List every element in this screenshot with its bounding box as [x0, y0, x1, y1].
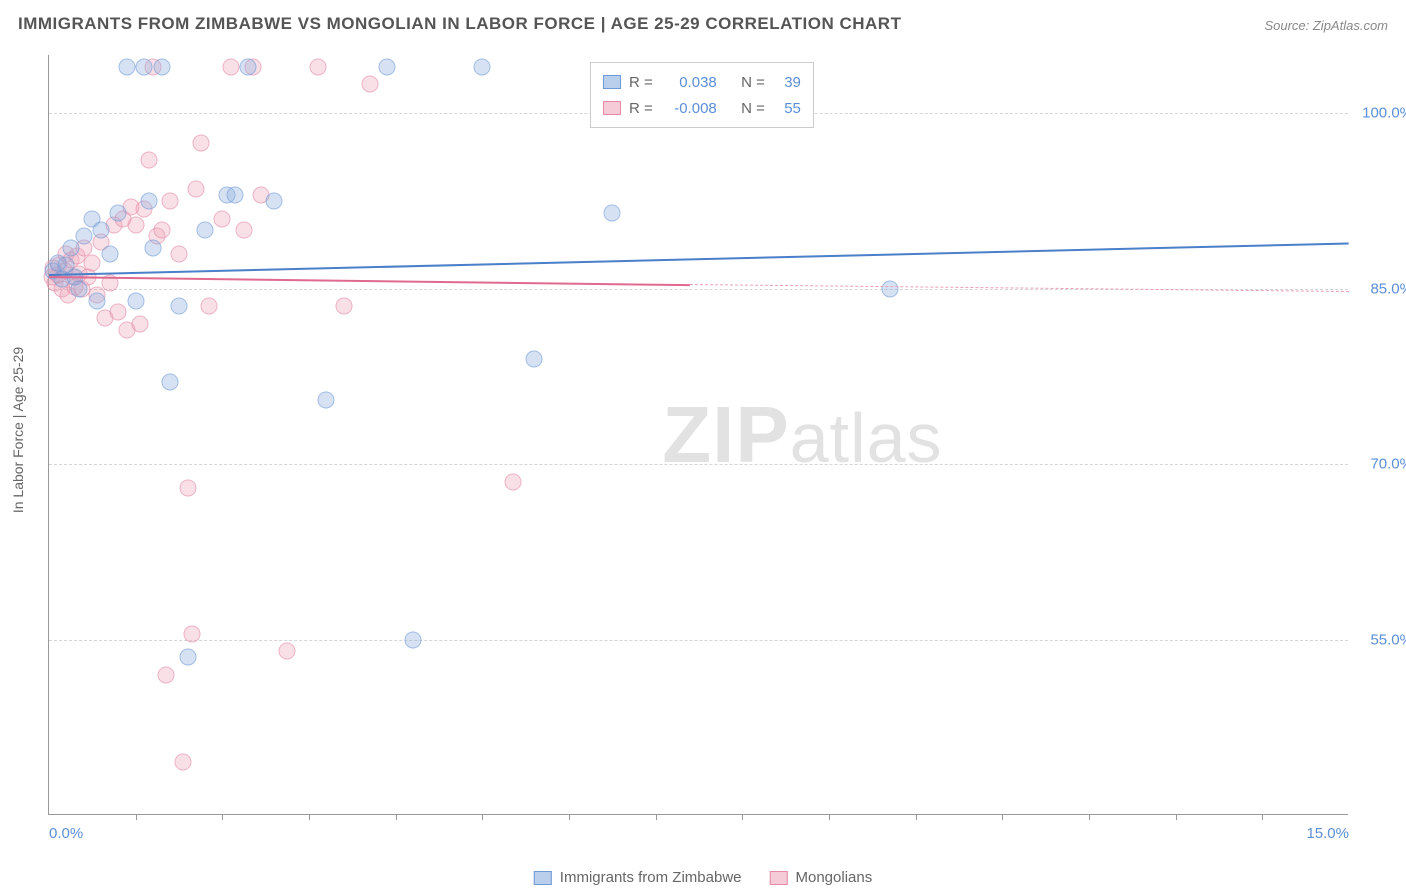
y-tick-label: 85.0% [1370, 280, 1406, 297]
x-tick-mark [222, 814, 223, 820]
bottom-label-2: Mongolians [796, 869, 873, 886]
blue-scatter-point [162, 374, 179, 391]
stats-legend-row-1: R = 0.038 N = 39 [603, 69, 801, 95]
pink-scatter-point [110, 304, 127, 321]
pink-scatter-point [504, 473, 521, 490]
series2-r-value: -0.008 [661, 100, 717, 117]
blue-scatter-point [88, 292, 105, 309]
bottom-legend-item-1: Immigrants from Zimbabwe [534, 869, 742, 886]
watermark: ZIPatlas [662, 389, 942, 481]
blue-scatter-point [171, 298, 188, 315]
y-tick-label: 70.0% [1370, 456, 1406, 473]
legend-swatch-pink [603, 101, 621, 115]
source-attribution: Source: ZipAtlas.com [1264, 18, 1388, 33]
pink-scatter-point [127, 216, 144, 233]
series2-r-label: R = [629, 100, 653, 117]
blue-scatter-point [101, 245, 118, 262]
x-tick-label: 15.0% [1306, 825, 1349, 842]
x-tick-mark [569, 814, 570, 820]
blue-scatter-point [136, 58, 153, 75]
x-tick-mark [1089, 814, 1090, 820]
pink-scatter-point [184, 625, 201, 642]
blue-scatter-point [227, 187, 244, 204]
blue-scatter-point [266, 193, 283, 210]
pink-scatter-point [309, 58, 326, 75]
blue-scatter-point [881, 280, 898, 297]
blue-scatter-point [93, 222, 110, 239]
gridline [49, 640, 1348, 641]
chart-title: IMMIGRANTS FROM ZIMBABWE VS MONGOLIAN IN… [18, 14, 901, 34]
pink-scatter-point [132, 315, 149, 332]
blue-scatter-point [405, 631, 422, 648]
bottom-swatch-pink [770, 871, 788, 885]
bottom-legend: Immigrants from Zimbabwe Mongolians [534, 869, 872, 886]
pink-scatter-point [179, 479, 196, 496]
x-tick-mark [742, 814, 743, 820]
bottom-label-1: Immigrants from Zimbabwe [560, 869, 742, 886]
x-tick-mark [829, 814, 830, 820]
pink-scatter-point [140, 152, 157, 169]
pink-scatter-point [175, 754, 192, 771]
bottom-swatch-blue [534, 871, 552, 885]
trend-line [49, 276, 690, 286]
series1-r-value: 0.038 [661, 74, 717, 91]
trend-line [49, 242, 1349, 276]
blue-scatter-point [145, 239, 162, 256]
blue-scatter-point [119, 58, 136, 75]
blue-scatter-point [379, 58, 396, 75]
pink-scatter-point [153, 222, 170, 239]
pink-scatter-point [361, 76, 378, 93]
pink-scatter-point [279, 643, 296, 660]
blue-scatter-point [474, 58, 491, 75]
x-tick-mark [656, 814, 657, 820]
stats-legend-row-2: R = -0.008 N = 55 [603, 95, 801, 121]
x-tick-mark [1176, 814, 1177, 820]
series1-r-label: R = [629, 74, 653, 91]
legend-swatch-blue [603, 75, 621, 89]
series1-n-label: N = [741, 74, 765, 91]
x-tick-mark [482, 814, 483, 820]
pink-scatter-point [223, 58, 240, 75]
blue-scatter-point [140, 193, 157, 210]
pink-scatter-point [162, 193, 179, 210]
plot-area: ZIPatlas 55.0%70.0%85.0%100.0%0.0%15.0% [48, 55, 1348, 815]
y-tick-label: 55.0% [1370, 631, 1406, 648]
x-tick-label: 0.0% [49, 825, 83, 842]
pink-scatter-point [158, 666, 175, 683]
blue-scatter-point [318, 391, 335, 408]
y-axis-label: In Labor Force | Age 25-29 [10, 347, 26, 513]
y-tick-label: 100.0% [1362, 105, 1406, 122]
pink-scatter-point [188, 181, 205, 198]
series2-n-value: 55 [773, 100, 801, 117]
pink-scatter-point [192, 134, 209, 151]
blue-scatter-point [240, 58, 257, 75]
x-tick-mark [309, 814, 310, 820]
pink-scatter-point [335, 298, 352, 315]
x-tick-mark [916, 814, 917, 820]
pink-scatter-point [236, 222, 253, 239]
pink-scatter-point [84, 255, 101, 272]
bottom-legend-item-2: Mongolians [770, 869, 873, 886]
gridline [49, 464, 1348, 465]
blue-scatter-point [127, 292, 144, 309]
blue-scatter-point [179, 649, 196, 666]
series2-n-label: N = [741, 100, 765, 117]
blue-scatter-point [71, 280, 88, 297]
pink-scatter-point [201, 298, 218, 315]
blue-scatter-point [110, 204, 127, 221]
pink-scatter-point [171, 245, 188, 262]
stats-legend: R = 0.038 N = 39 R = -0.008 N = 55 [590, 62, 814, 128]
x-tick-mark [136, 814, 137, 820]
pink-scatter-point [214, 210, 231, 227]
x-tick-mark [396, 814, 397, 820]
blue-scatter-point [197, 222, 214, 239]
blue-scatter-point [526, 351, 543, 368]
x-tick-mark [1002, 814, 1003, 820]
series1-n-value: 39 [773, 74, 801, 91]
blue-scatter-point [75, 228, 92, 245]
blue-scatter-point [153, 58, 170, 75]
x-tick-mark [1262, 814, 1263, 820]
blue-scatter-point [604, 204, 621, 221]
